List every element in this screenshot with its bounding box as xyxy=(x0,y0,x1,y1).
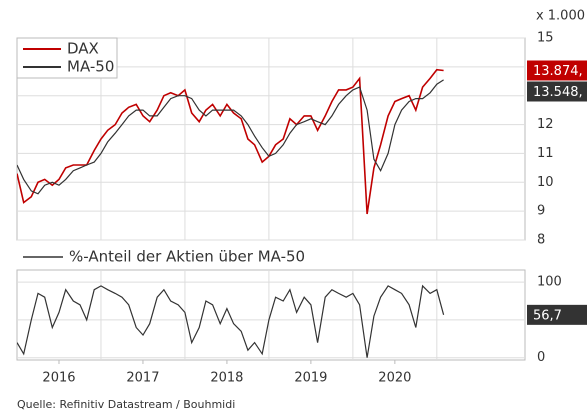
unit-label: x 1.000 xyxy=(536,9,585,24)
y-tick-label: 100 xyxy=(537,275,562,290)
y-tick-label: 10 xyxy=(537,175,554,190)
legend-label: %-Anteil der Aktien über MA-50 xyxy=(69,248,305,266)
value-badge-label: 56,7 xyxy=(533,308,562,323)
value-badge xyxy=(527,60,587,81)
series-line xyxy=(17,284,445,358)
y-tick-label: 0 xyxy=(537,350,545,365)
x-tick-label: 2016 xyxy=(42,371,75,386)
series-line xyxy=(17,68,444,215)
legend-label: MA-50 xyxy=(67,58,114,76)
plot-area xyxy=(17,68,444,215)
value-badge-label: 13.874, xyxy=(533,64,583,79)
y-tick-label: 15 xyxy=(537,31,554,46)
plot-frame xyxy=(16,269,526,361)
y-tick-label: 8 xyxy=(537,233,545,248)
value-badge-label: 13.548, xyxy=(533,85,583,100)
series-line xyxy=(17,79,444,195)
legend-label: DAX xyxy=(67,40,99,58)
plot-area xyxy=(17,284,445,358)
x-tick-label: 2019 xyxy=(294,371,327,386)
x-tick-label: 2017 xyxy=(126,371,159,386)
y-tick-label: 12 xyxy=(537,117,554,132)
x-tick-label: 2018 xyxy=(210,371,243,386)
value-badge xyxy=(527,304,587,325)
legend-box xyxy=(16,37,118,79)
value-badge xyxy=(527,81,587,102)
source: Quelle: Refinitiv Datastream / Bouhmidi xyxy=(17,398,235,411)
x-tick-label: 2020 xyxy=(378,371,411,386)
y-tick-label: 9 xyxy=(537,204,545,219)
y-tick-label: 11 xyxy=(537,146,554,161)
